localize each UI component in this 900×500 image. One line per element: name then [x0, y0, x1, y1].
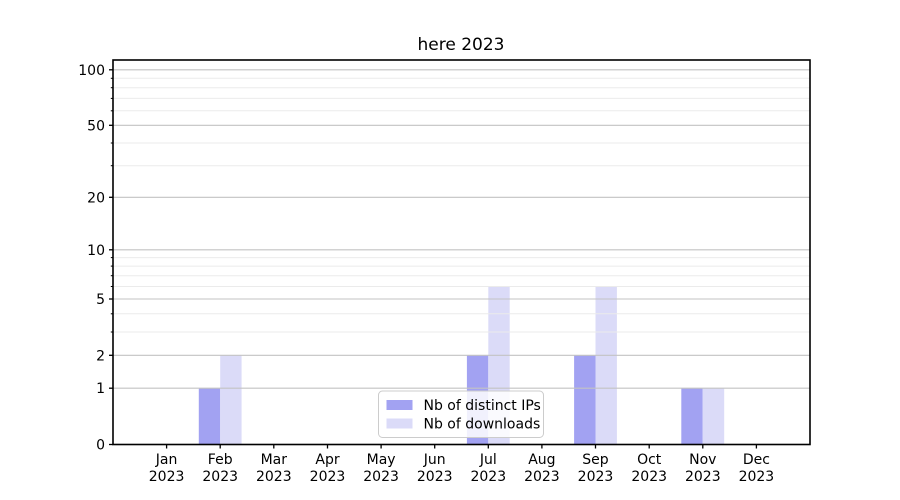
x-tick-label-year: 2023: [685, 469, 721, 485]
x-tick-label-month: Dec: [743, 452, 770, 468]
bar-sep-series1: [595, 286, 617, 445]
chart-title: here 2023: [418, 35, 505, 55]
x-tick-label-year: 2023: [202, 469, 238, 485]
x-tick-label-month: Aug: [528, 452, 555, 468]
y-tick-label: 100: [78, 63, 105, 79]
x-tick-label-year: 2023: [470, 469, 506, 485]
x-tick-label-month: Jun: [423, 452, 446, 468]
x-tick-label-month: May: [367, 452, 396, 468]
bar-feb-series1: [220, 355, 242, 445]
legend-box: [378, 390, 544, 438]
y-tick-label: 0: [96, 438, 105, 454]
y-tick-label: 50: [87, 118, 105, 134]
x-tick-label-month: Sep: [582, 452, 609, 468]
x-tick-label-year: 2023: [363, 469, 399, 485]
bar-nov-series0: [681, 388, 703, 445]
y-tick-label: 10: [87, 243, 105, 259]
y-tick-label: 5: [96, 292, 105, 308]
bar-nov-series1: [702, 388, 725, 445]
x-tick-label-month: Jan: [155, 452, 178, 468]
x-tick-label-month: Apr: [315, 452, 339, 468]
plot-area: 0125102050100Jan2023Feb2023Mar2023Apr202…: [78, 59, 811, 485]
y-tick-label: 20: [87, 190, 105, 206]
legend-label-series0: Nb of distinct IPs: [424, 398, 541, 414]
x-tick-label-month: Oct: [637, 452, 662, 468]
x-tick-label-year: 2023: [149, 469, 185, 485]
x-tick-label-year: 2023: [310, 469, 346, 485]
x-tick-label-month: Nov: [689, 452, 716, 468]
bar-sep-series0: [574, 355, 596, 445]
x-tick-label-year: 2023: [524, 469, 560, 485]
x-tick-label-month: Jul: [479, 452, 497, 468]
x-tick-label-year: 2023: [631, 469, 667, 485]
x-tick-label-month: Feb: [208, 452, 233, 468]
axes-spines: [112, 59, 811, 446]
x-tick-label-year: 2023: [256, 469, 292, 485]
x-tick-label-year: 2023: [739, 469, 775, 485]
x-tick-label-year: 2023: [578, 469, 614, 485]
x-tick-label-month: Mar: [261, 452, 288, 468]
y-tick-label: 2: [96, 348, 105, 364]
legend-swatch-series1: [386, 418, 413, 429]
x-tick-label-year: 2023: [417, 469, 453, 485]
y-tick-label: 1: [96, 381, 105, 397]
bar-feb-series0: [198, 388, 221, 445]
legend-label-series1: Nb of downloads: [424, 417, 541, 433]
legend-swatch-series0: [386, 400, 413, 410]
